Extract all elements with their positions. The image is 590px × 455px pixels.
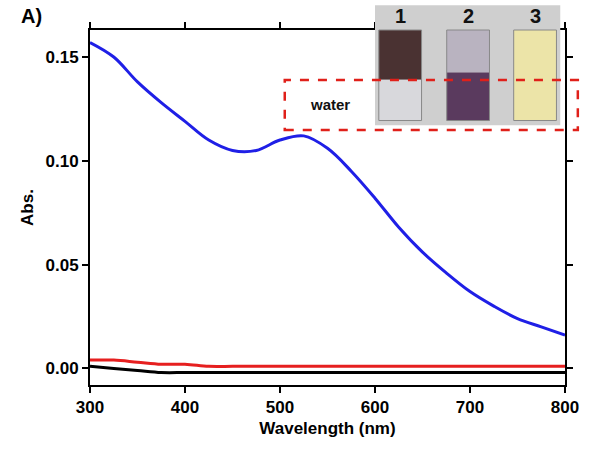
svg-text:300: 300 [76,398,104,417]
svg-text:500: 500 [266,398,294,417]
svg-text:600: 600 [361,398,389,417]
svg-text:0.10: 0.10 [46,152,79,171]
svg-text:1: 1 [395,5,406,27]
svg-text:Wavelength (nm): Wavelength (nm) [259,419,395,438]
svg-text:Abs.: Abs. [18,189,37,226]
svg-text:0.00: 0.00 [46,359,79,378]
svg-text:2: 2 [463,5,474,27]
svg-text:0.05: 0.05 [46,256,79,275]
svg-text:0.15: 0.15 [46,48,79,67]
svg-text:800: 800 [551,398,579,417]
svg-text:A): A) [21,5,42,27]
svg-text:3: 3 [530,5,541,27]
svg-text:700: 700 [456,398,484,417]
svg-text:water: water [310,96,350,113]
svg-text:400: 400 [171,398,199,417]
